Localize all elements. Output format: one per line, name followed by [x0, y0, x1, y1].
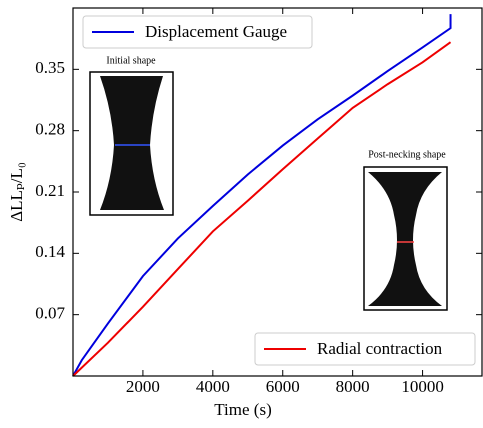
y-tick-label: 0.07	[35, 304, 65, 323]
y-tick-label: 0.35	[35, 58, 65, 77]
x-tick-label: 8000	[336, 377, 370, 396]
x-axis-label: Time (s)	[214, 400, 271, 419]
specimen	[368, 172, 442, 306]
inset-necked: Post-necking shape	[363, 149, 448, 311]
y-tick-label: 0.14	[35, 242, 65, 261]
legend-box	[82, 15, 313, 49]
line-series	[72, 41, 452, 377]
y-tick-label: 0.28	[35, 120, 65, 139]
legend-box	[254, 332, 476, 366]
plot-frame	[72, 7, 483, 377]
y-axis-label: ΔLLₚ/L₀	[7, 162, 26, 222]
line-series	[72, 14, 452, 377]
x-tick-label: 6000	[266, 377, 300, 396]
inset-title: Post-necking shape	[368, 149, 446, 160]
inset-title: Initial shape	[106, 55, 156, 66]
specimen	[100, 76, 164, 210]
x-tick-label: 2000	[126, 377, 160, 396]
y-tick-label: 0.21	[35, 181, 65, 200]
x-tick-label: 4000	[196, 377, 230, 396]
legend-label: Radial contraction	[317, 339, 443, 358]
x-tick-label: 10000	[401, 377, 444, 396]
legend-label: Displacement Gauge	[145, 22, 287, 41]
inset-initial: Initial shape	[89, 55, 174, 216]
